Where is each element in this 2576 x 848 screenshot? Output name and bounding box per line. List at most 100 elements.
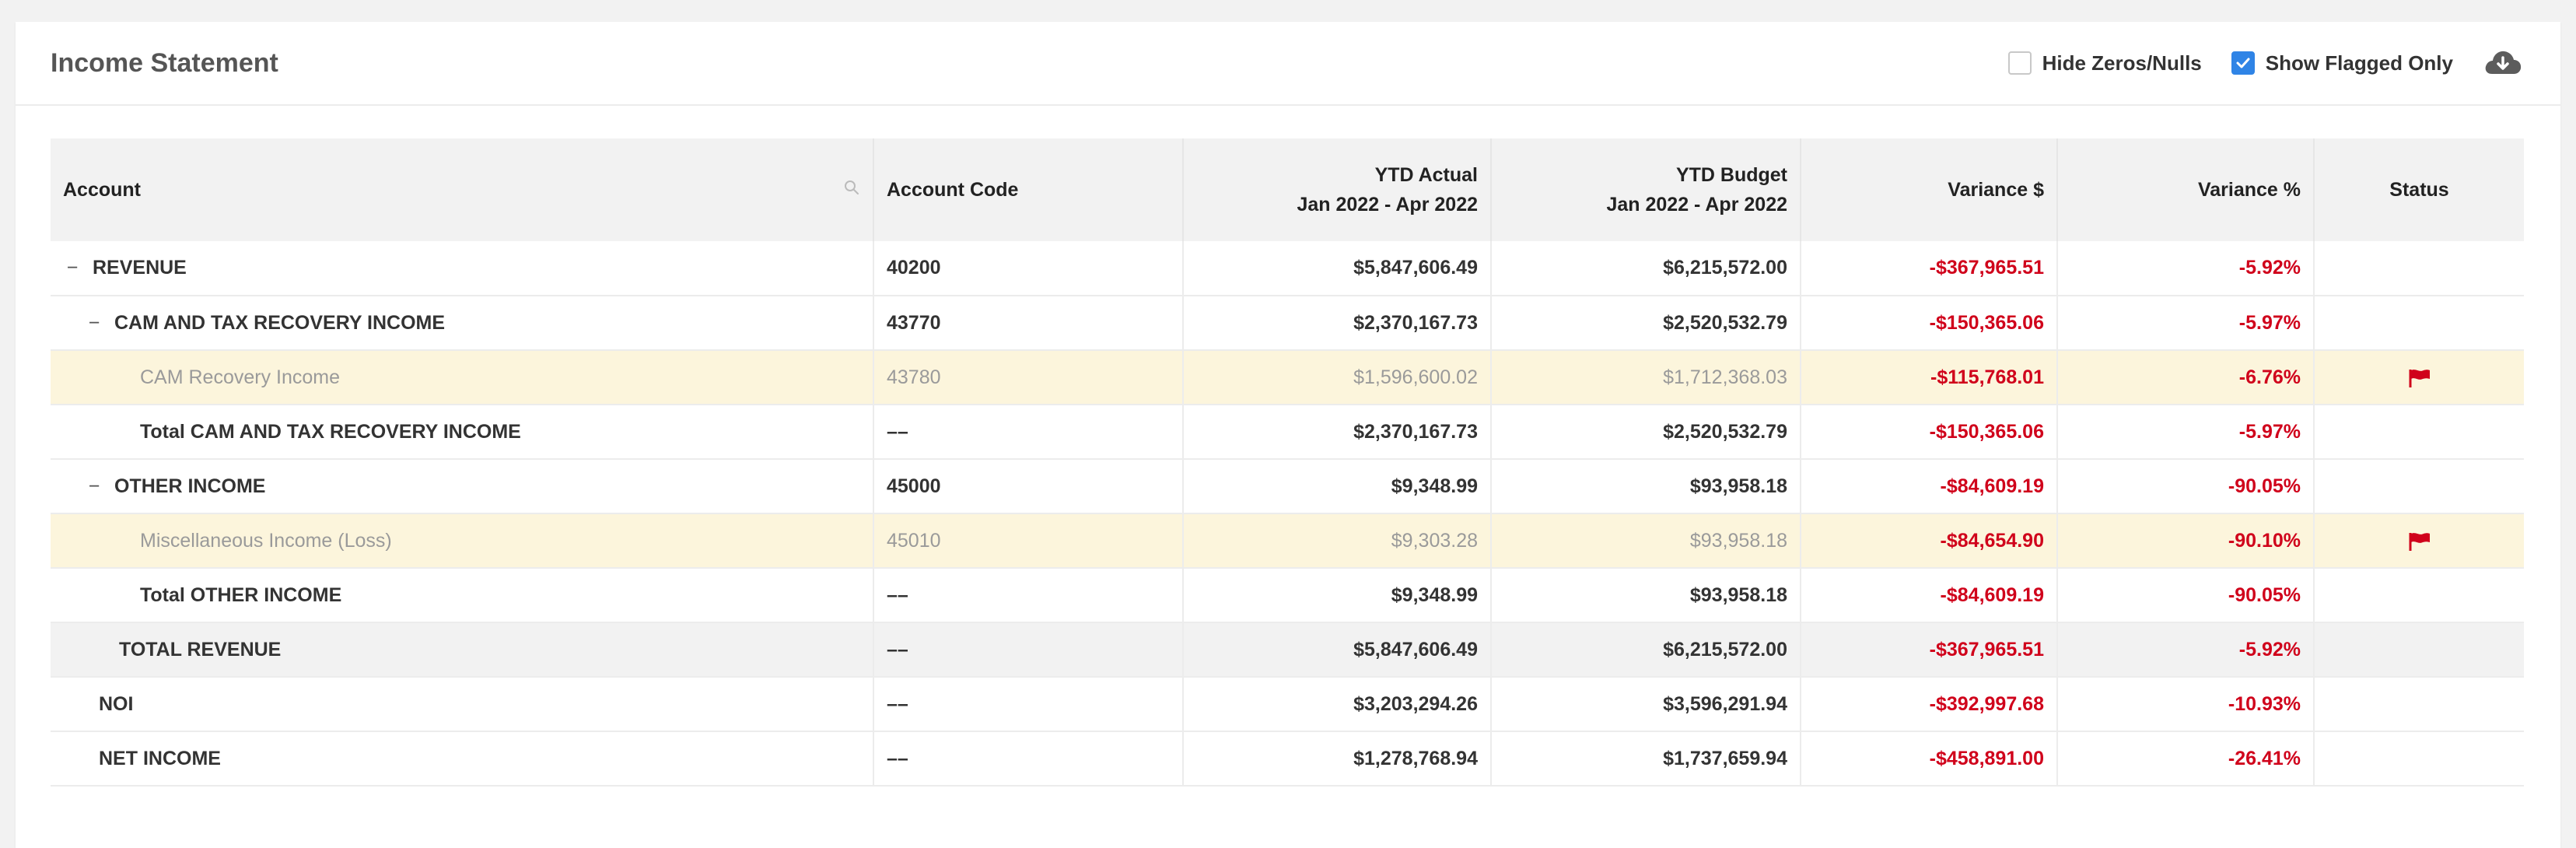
- ytd-budget-cell: $2,520,532.79: [1490, 405, 1801, 459]
- table-row: NET INCOME –– $1,278,768.94 $1,737,659.9…: [51, 731, 2524, 786]
- account-code-cell: ––: [873, 677, 1183, 731]
- status-cell: [2313, 459, 2524, 513]
- ytd-actual-cell: $2,370,167.73: [1182, 405, 1491, 459]
- account-name: REVENUE: [93, 257, 187, 279]
- show-flagged-checkbox[interactable]: [2231, 51, 2255, 75]
- variance-pct-cell: -90.05%: [2056, 568, 2314, 622]
- table-header-row: Account Account Code YTD Actual Jan 2022…: [51, 138, 2524, 241]
- variance-dollar-cell: -$84,609.19: [1800, 459, 2057, 513]
- checkmark-icon: [2236, 58, 2250, 68]
- ytd-budget-cell: $6,215,572.00: [1490, 622, 1801, 677]
- variance-dollar-cell: -$115,768.01: [1800, 350, 2057, 405]
- account-cell: CAM Recovery Income: [140, 366, 341, 388]
- variance-pct-cell: -90.10%: [2056, 513, 2314, 568]
- variance-dollar-cell: -$150,365.06: [1800, 296, 2057, 350]
- account-cell: NOI: [99, 692, 134, 715]
- account-cell: − REVENUE: [51, 241, 873, 296]
- column-header-account-code[interactable]: Account Code: [873, 138, 1183, 241]
- collapse-toggle[interactable]: −: [66, 257, 79, 279]
- variance-dollar-cell: -$84,654.90: [1800, 513, 2057, 568]
- account-code-cell: ––: [873, 405, 1183, 459]
- status-cell: [2313, 622, 2524, 677]
- account-header-label: Account: [63, 179, 141, 201]
- hide-zeros-checkbox[interactable]: [2007, 51, 2032, 75]
- ytd-budget-cell: $2,520,532.79: [1490, 296, 1801, 350]
- account-code-cell: 45000: [873, 459, 1183, 513]
- account-code-cell: ––: [873, 731, 1183, 786]
- collapse-toggle[interactable]: −: [88, 475, 100, 497]
- ytd-budget-cell: $93,958.18: [1490, 459, 1801, 513]
- ytd-actual-cell: $3,203,294.26: [1182, 677, 1491, 731]
- account-code-cell: 45010: [873, 513, 1183, 568]
- income-statement-panel: Income Statement Hide Zeros/Nulls Show F…: [16, 22, 2560, 848]
- status-cell: [2313, 350, 2524, 405]
- ytd-actual-cell: $9,348.99: [1182, 568, 1491, 622]
- search-icon[interactable]: [843, 179, 860, 196]
- account-cell: NET INCOME: [99, 747, 221, 769]
- variance-pct-cell: -90.05%: [2056, 459, 2314, 513]
- cloud-download-icon[interactable]: [2483, 47, 2523, 79]
- table-row-flagged: CAM Recovery Income 43780 $1,596,600.02 …: [51, 350, 2524, 405]
- status-cell: [2313, 568, 2524, 622]
- table-row-total: TOTAL REVENUE –– $5,847,606.49 $6,215,57…: [51, 622, 2524, 677]
- variance-pct-cell: -5.97%: [2056, 405, 2314, 459]
- header-controls: Hide Zeros/Nulls Show Flagged Only: [2007, 45, 2523, 81]
- column-header-status[interactable]: Status: [2313, 138, 2524, 241]
- status-cell: [2313, 731, 2524, 786]
- collapse-toggle[interactable]: −: [88, 311, 100, 334]
- hide-zeros-label[interactable]: Hide Zeros/Nulls: [2042, 51, 2202, 75]
- variance-dollar-cell: -$84,609.19: [1800, 568, 2057, 622]
- ytd-budget-label: YTD Budget: [1675, 164, 1787, 186]
- ytd-actual-cell: $9,348.99: [1182, 459, 1491, 513]
- account-code-cell: 43770: [873, 296, 1183, 350]
- variance-pct-cell: -5.92%: [2056, 622, 2314, 677]
- account-cell: − CAM AND TAX RECOVERY INCOME: [51, 296, 873, 350]
- variance-dollar-cell: -$150,365.06: [1800, 405, 2057, 459]
- status-cell: [2313, 296, 2524, 350]
- account-cell: Miscellaneous Income (Loss): [140, 529, 392, 552]
- account-cell: − OTHER INCOME: [51, 459, 873, 513]
- status-cell: [2313, 677, 2524, 731]
- page-title: Income Statement: [51, 48, 278, 78]
- table-row: − REVENUE 40200 $5,847,606.49 $6,215,572.…: [51, 241, 2524, 296]
- ytd-budget-cell: $1,712,368.03: [1490, 350, 1801, 405]
- account-cell: Total OTHER INCOME: [140, 583, 342, 606]
- account-code-cell: 43780: [873, 350, 1183, 405]
- ytd-actual-cell: $9,303.28: [1182, 513, 1491, 568]
- status-cell: [2313, 513, 2524, 568]
- table-row: − CAM AND TAX RECOVERY INCOME 43770 $2,37…: [51, 296, 2524, 350]
- ytd-budget-period: Jan 2022 - Apr 2022: [1606, 194, 1787, 216]
- column-header-variance-pct[interactable]: Variance %: [2056, 138, 2314, 241]
- status-cell: [2313, 405, 2524, 459]
- ytd-actual-label: YTD Actual: [1374, 164, 1478, 186]
- table-row: Total OTHER INCOME –– $9,348.99 $93,958.…: [51, 568, 2524, 622]
- flag-icon[interactable]: [2408, 531, 2431, 552]
- show-flagged-label[interactable]: Show Flagged Only: [2265, 51, 2453, 75]
- account-cell: TOTAL REVENUE: [119, 638, 282, 661]
- variance-pct-cell: -5.92%: [2056, 241, 2314, 296]
- account-code-cell: 40200: [873, 241, 1183, 296]
- table-row: NOI –– $3,203,294.26 $3,596,291.94 -$392…: [51, 677, 2524, 731]
- account-cell: Total CAM AND TAX RECOVERY INCOME: [140, 420, 521, 443]
- variance-pct-cell: -5.97%: [2056, 296, 2314, 350]
- flag-icon[interactable]: [2408, 368, 2431, 388]
- column-header-ytd-actual[interactable]: YTD Actual Jan 2022 - Apr 2022: [1182, 138, 1491, 241]
- income-statement-table: Account Account Code YTD Actual Jan 2022…: [51, 138, 2524, 787]
- variance-pct-cell: -6.76%: [2056, 350, 2314, 405]
- ytd-budget-cell: $3,596,291.94: [1490, 677, 1801, 731]
- column-header-account[interactable]: Account: [51, 138, 873, 241]
- column-header-ytd-budget[interactable]: YTD Budget Jan 2022 - Apr 2022: [1490, 138, 1801, 241]
- variance-dollar-cell: -$367,965.51: [1800, 241, 2057, 296]
- account-code-cell: ––: [873, 568, 1183, 622]
- column-header-variance-dollar[interactable]: Variance $: [1800, 138, 2057, 241]
- table-row-flagged: Miscellaneous Income (Loss) 45010 $9,303…: [51, 513, 2524, 568]
- variance-pct-cell: -10.93%: [2056, 677, 2314, 731]
- ytd-budget-cell: $6,215,572.00: [1490, 241, 1801, 296]
- ytd-actual-cell: $2,370,167.73: [1182, 296, 1491, 350]
- ytd-actual-period: Jan 2022 - Apr 2022: [1297, 194, 1478, 216]
- variance-pct-cell: -26.41%: [2056, 731, 2314, 786]
- ytd-actual-cell: $5,847,606.49: [1182, 622, 1491, 677]
- panel-header: Income Statement Hide Zeros/Nulls Show F…: [16, 22, 2560, 106]
- account-code-cell: ––: [873, 622, 1183, 677]
- ytd-actual-cell: $1,596,600.02: [1182, 350, 1491, 405]
